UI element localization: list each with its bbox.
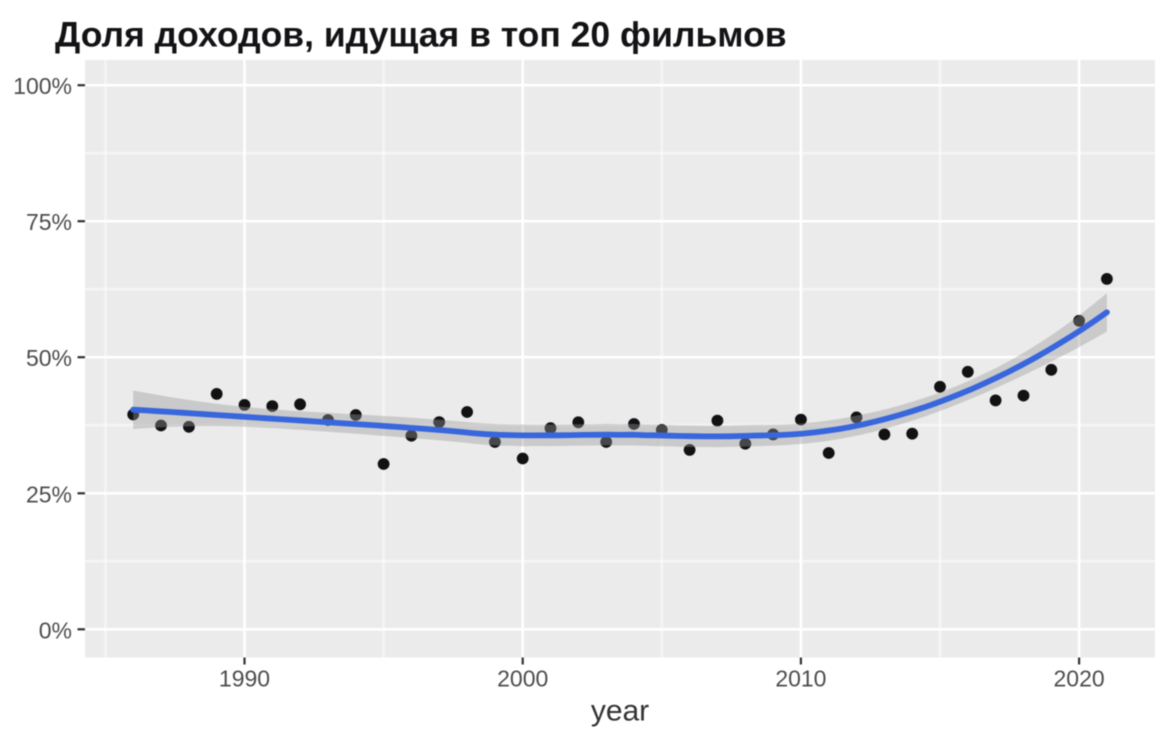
svg-text:50%: 50% (26, 345, 72, 371)
svg-text:year: year (591, 695, 649, 728)
svg-text:100%: 100% (13, 73, 72, 99)
svg-text:2010: 2010 (775, 666, 826, 692)
svg-text:75%: 75% (26, 209, 72, 235)
svg-text:Доля доходов, идущая в топ 20: Доля доходов, идущая в топ 20 фильмов (55, 15, 787, 55)
svg-text:2020: 2020 (1054, 666, 1105, 692)
svg-text:0%: 0% (39, 617, 72, 643)
svg-text:25%: 25% (26, 481, 72, 507)
svg-text:2000: 2000 (497, 666, 548, 692)
svg-text:1990: 1990 (219, 666, 270, 692)
